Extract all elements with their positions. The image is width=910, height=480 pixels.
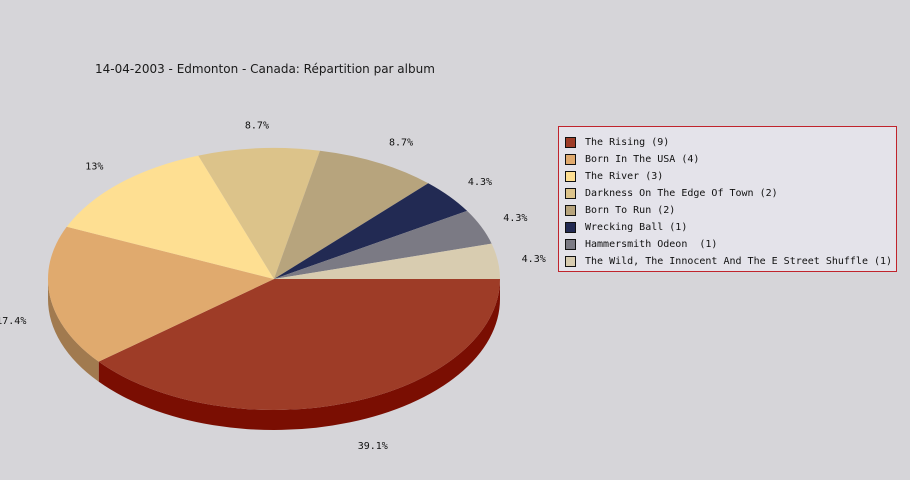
- pie-label-6: 4.3%: [503, 213, 527, 224]
- pie-slices: [47, 148, 501, 411]
- pie-side-0: [98, 279, 501, 430]
- legend-item: Wrecking Ball (1): [565, 220, 687, 234]
- legend-item: Born To Run (2): [565, 203, 675, 217]
- pie-label-7: 4.3%: [522, 254, 546, 265]
- pie-slice-2: [66, 155, 275, 279]
- legend-item: The River (3): [565, 169, 663, 183]
- legend-item: The Wild, The Innocent And The E Street …: [565, 254, 892, 268]
- legend-item: Born In The USA (4): [565, 152, 699, 166]
- legend-item: Darkness On The Edge Of Town (2): [565, 186, 778, 200]
- legend-swatch: [565, 221, 576, 233]
- pie-label-5: 4.3%: [468, 177, 492, 188]
- legend-label: Born To Run (2): [585, 204, 676, 216]
- pie-slice-1: [47, 226, 275, 362]
- legend-label: The River (3): [585, 170, 664, 182]
- chart-title: 14-04-2003 - Edmonton - Canada: Répartit…: [95, 62, 435, 76]
- legend-swatch: [565, 255, 576, 267]
- legend-label: Wrecking Ball (1): [585, 221, 688, 233]
- legend-label: The Wild, The Innocent And The E Street …: [585, 255, 893, 267]
- pie-label-2: 13%: [85, 162, 103, 173]
- pie-slice-3: [198, 148, 320, 279]
- pie-labels: 39.1% 17.4% 13% 8.7% 8.7% 4.3% 4.3% 4.3%: [0, 120, 546, 452]
- legend-label: The Rising (9): [585, 136, 670, 148]
- legend-item: Hammersmith Odeon (1): [565, 237, 717, 251]
- legend-item: The Rising (9): [565, 135, 669, 149]
- legend-label: Born In The USA (4): [585, 153, 700, 165]
- legend-label: Darkness On The Edge Of Town (2): [585, 187, 778, 199]
- legend-swatch: [565, 187, 576, 199]
- pie-label-1: 17.4%: [0, 316, 26, 327]
- legend-label: Hammersmith Odeon (1): [585, 238, 718, 250]
- pie-label-3: 8.7%: [245, 120, 269, 131]
- pie-label-4: 8.7%: [389, 137, 413, 148]
- pie-slice-7: [274, 243, 500, 279]
- legend-swatch: [565, 238, 576, 250]
- pie-slice-5: [274, 183, 468, 279]
- legend: The Rising (9) Born In The USA (4) The Riv…: [558, 126, 897, 272]
- pie-label-0: 39.1%: [358, 441, 388, 452]
- pie-slice-0: [98, 279, 501, 411]
- legend-swatch: [565, 204, 576, 216]
- pie-slice-6: [274, 210, 492, 279]
- pie-side-1: [47, 279, 99, 382]
- legend-swatch: [565, 153, 576, 165]
- pie-slice-4: [274, 150, 429, 279]
- legend-swatch: [565, 136, 576, 148]
- legend-swatch: [565, 170, 576, 182]
- pie-sides: [47, 279, 501, 430]
